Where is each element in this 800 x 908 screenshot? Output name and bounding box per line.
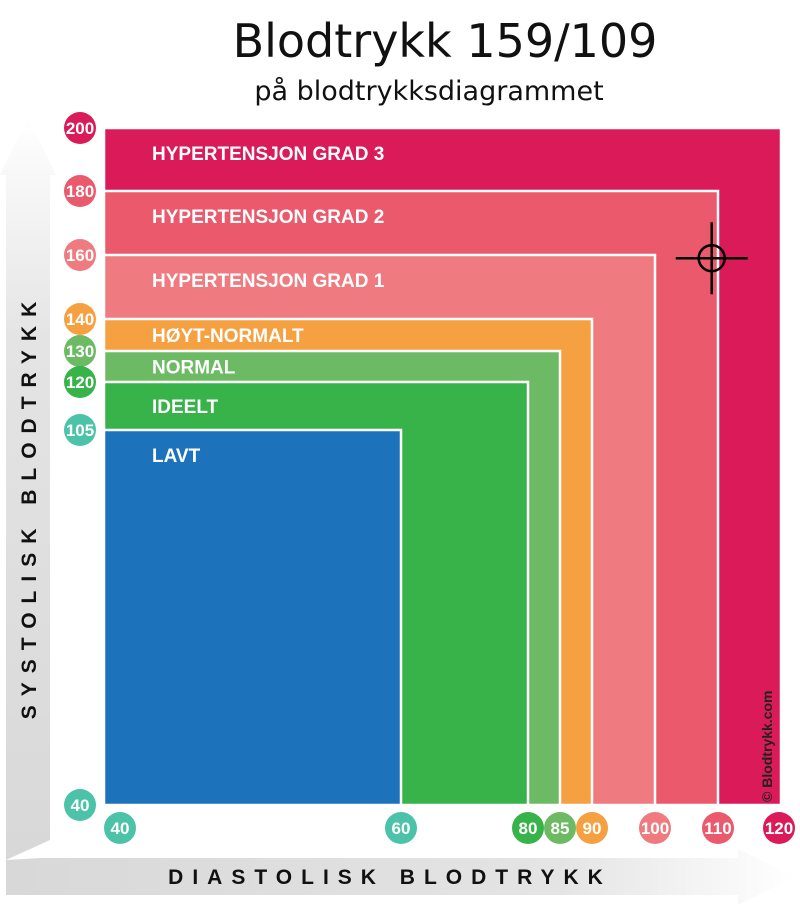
x-ticks-layer: 40 60 80 85 90 100 110 120 — [104, 812, 795, 844]
x-tick-badge-40 — [104, 812, 136, 844]
y-axis-arrow — [0, 118, 56, 860]
zone-label-hypertensjon-grad-1: HYPERTENSJON GRAD 1 — [152, 271, 385, 292]
x-tick-badge-85 — [544, 812, 576, 844]
y-tick-label-200: 200 — [66, 119, 94, 138]
zones-layer — [102, 126, 783, 807]
x-tick-label-120: 120 — [765, 819, 793, 838]
zone-label-ideelt: IDEELT — [152, 397, 219, 418]
x-tick-badge-100 — [639, 812, 671, 844]
y-tick-label-160: 160 — [66, 246, 94, 265]
zone-labels-layer: HYPERTENSJON GRAD 3 HYPERTENSJON GRAD 2 HY… — [152, 144, 385, 467]
x-tick-label-40: 40 — [111, 819, 130, 838]
y-tick-label-120: 120 — [66, 373, 94, 392]
y-tick-badge-120 — [64, 366, 96, 398]
x-axis-arrow — [6, 849, 795, 905]
x-tick-label-100: 100 — [641, 819, 669, 838]
x-tick-badge-120 — [763, 812, 795, 844]
y-tick-label-40: 40 — [71, 796, 90, 815]
x-tick-label-80: 80 — [519, 819, 538, 838]
reading-marker — [675, 222, 748, 295]
zone-label-normal: NORMAL — [152, 358, 236, 379]
y-tick-label-105: 105 — [66, 421, 94, 440]
x-tick-badge-60 — [385, 812, 417, 844]
y-tick-label-180: 180 — [66, 182, 94, 201]
copyright-text: © Blodtrykk.com — [759, 691, 775, 802]
x-tick-badge-80 — [512, 812, 544, 844]
y-tick-badge-130 — [64, 335, 96, 367]
y-tick-badge-180 — [64, 175, 96, 207]
y-tick-badge-160 — [64, 239, 96, 271]
marker-circle — [697, 243, 726, 273]
y-tick-badge-200 — [64, 112, 96, 144]
chart-subtitle: på blodtrykksdiagrammet — [254, 76, 604, 107]
x-axis-label: DIASTOLISK BLODTRYKK — [168, 866, 612, 889]
zone-label-hypertensjon-grad-3: HYPERTENSJON GRAD 3 — [152, 144, 384, 165]
y-tick-label-130: 130 — [66, 342, 94, 361]
x-tick-label-85: 85 — [551, 819, 570, 838]
x-tick-label-110: 110 — [704, 819, 731, 838]
x-tick-label-60: 60 — [392, 819, 411, 838]
y-tick-badge-140 — [64, 303, 96, 335]
x-tick-label-90: 90 — [583, 819, 602, 838]
zone-label-hoyt-normalt: HØYT-NORMALT — [152, 326, 304, 347]
y-axis-label: SYSTOLISK BLODTRYKK — [18, 292, 41, 720]
y-tick-badge-105 — [64, 414, 96, 446]
x-tick-badge-90 — [576, 812, 608, 844]
axis-arrows — [0, 118, 795, 905]
chart-title: Blodtrykk 159/109 — [232, 14, 658, 68]
y-ticks-layer: 200 180 160 140 130 120 105 40 — [64, 112, 96, 821]
zone-label-lavt: LAVT — [152, 446, 201, 467]
y-tick-label-140: 140 — [66, 310, 94, 329]
x-tick-badge-110 — [702, 812, 734, 844]
y-tick-badge-40 — [64, 789, 96, 821]
zone-label-hypertensjon-grad-2: HYPERTENSJON GRAD 2 — [152, 207, 384, 228]
zone-lavt — [102, 428, 403, 807]
